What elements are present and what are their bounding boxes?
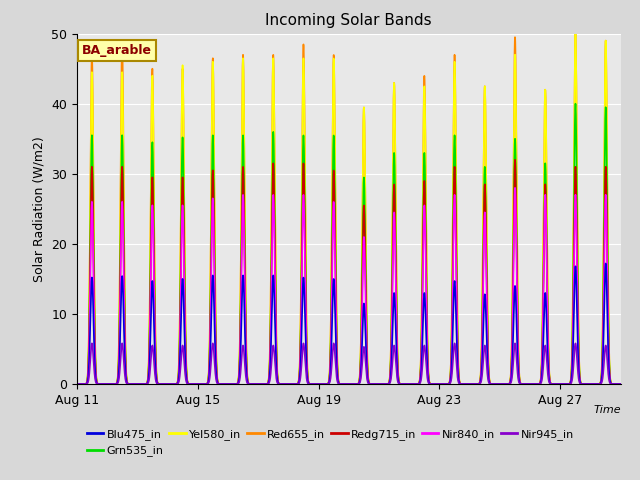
Y-axis label: Solar Radiation (W/m2): Solar Radiation (W/m2) — [33, 136, 45, 282]
Title: Incoming Solar Bands: Incoming Solar Bands — [266, 13, 432, 28]
Legend: Blu475_in, Grn535_in, Yel580_in, Red655_in, Redg715_in, Nir840_in, Nir945_in: Blu475_in, Grn535_in, Yel580_in, Red655_… — [83, 425, 579, 461]
Text: BA_arable: BA_arable — [82, 44, 152, 57]
Text: Time: Time — [593, 405, 621, 415]
